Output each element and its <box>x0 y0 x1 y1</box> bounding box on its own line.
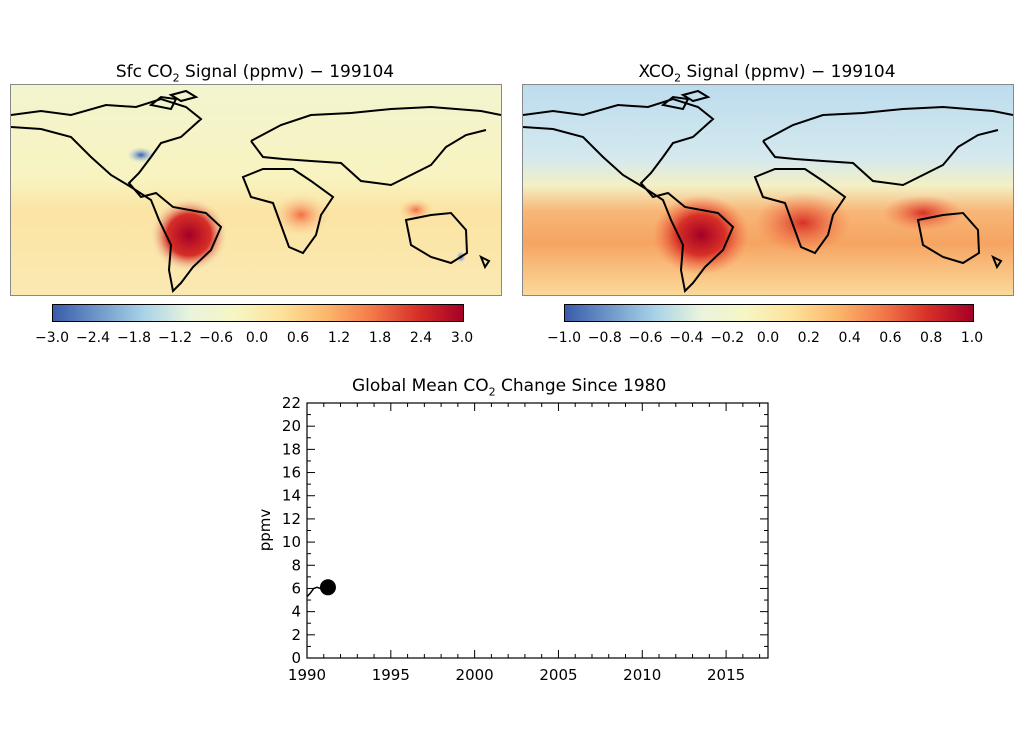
xco2-map-title: XCO2 Signal (ppmv) − 199104 <box>638 62 896 85</box>
colorbar-tick-label: −2.4 <box>76 330 110 346</box>
sfc-colorbar <box>52 304 464 322</box>
x-tick-label: 2015 <box>707 666 745 684</box>
sfc-co2-map <box>10 84 502 296</box>
colorbar-tick-label: −0.8 <box>587 330 622 346</box>
colorbar-tick-label: −1.8 <box>117 330 151 346</box>
colorbar-tick-label: −1.2 <box>158 330 192 346</box>
x-tick-label: 2005 <box>539 666 577 684</box>
y-tick-label: 4 <box>291 603 301 621</box>
colorbar-tick-label: −1.0 <box>547 330 581 346</box>
colorbar-tick-label: 0.4 <box>838 330 861 346</box>
colorbar-tick-label: 0.6 <box>286 330 310 346</box>
y-axis-label: ppmv <box>256 509 274 552</box>
colorbar-tick-label: 0.8 <box>920 330 943 346</box>
y-tick-label: 12 <box>282 510 301 528</box>
y-tick-label: 14 <box>282 487 301 505</box>
xco2-map <box>522 84 1014 296</box>
colorbar-tick-label: 1.0 <box>960 330 984 346</box>
colorbar-tick-label: −0.6 <box>628 330 663 346</box>
xco2-colorbar <box>564 304 974 322</box>
y-tick-label: 16 <box>282 464 301 482</box>
plot-frame <box>306 402 769 659</box>
colorbar-tick-label: −0.2 <box>710 330 745 346</box>
y-tick-label: 10 <box>282 533 301 551</box>
x-axis: 1990 1995 2000 2005 2010 2015 <box>288 403 761 684</box>
x-tick-label: 1990 <box>288 666 326 684</box>
sfc-map-title: Sfc CO2 Signal (ppmv) − 199104 <box>115 62 395 85</box>
colorbar-tick-label: 1.8 <box>368 330 392 346</box>
colorbar-tick-label: −3.0 <box>35 330 69 346</box>
trend-chart-title: Global Mean CO2 Change Since 1980 <box>352 376 667 399</box>
x-tick-label: 1995 <box>372 666 410 684</box>
x-tick-label: 2000 <box>456 666 494 684</box>
colorbar-tick-label: 1.2 <box>327 330 351 346</box>
y-tick-label: 0 <box>291 649 301 667</box>
y-tick-label: 2 <box>291 626 301 644</box>
x-tick-label: 2010 <box>623 666 661 684</box>
y-axis: 0 2 4 6 8 10 12 14 16 18 20 22 <box>282 394 768 667</box>
colorbar-tick-label: −0.4 <box>669 330 704 346</box>
colorbar-tick-label: 0.0 <box>756 330 780 346</box>
y-tick-label: 6 <box>291 579 301 597</box>
y-tick-label: 8 <box>291 556 301 574</box>
xco2-map-coastlines <box>523 89 1013 294</box>
sfc-map-coastlines <box>11 89 501 294</box>
sfc-map-background <box>11 85 501 295</box>
y-tick-label: 22 <box>282 394 301 412</box>
colorbar-tick-label: 3.0 <box>450 330 474 346</box>
colorbar-tick-label: 0.2 <box>797 330 820 346</box>
sfc-map-svg <box>11 85 501 295</box>
colorbar-tick-label: −0.6 <box>199 330 233 346</box>
y-tick-label: 20 <box>282 417 301 435</box>
colorbar-tick-label: 2.4 <box>409 330 433 346</box>
colorbar-tick-label: 0.0 <box>245 330 269 346</box>
xco2-map-svg <box>523 85 1013 295</box>
y-tick-label: 18 <box>282 440 301 458</box>
series-group <box>306 579 336 598</box>
colorbar-tick-label: 0.6 <box>879 330 902 346</box>
xco2-map-background <box>523 85 1013 295</box>
current-point-marker <box>319 579 336 596</box>
